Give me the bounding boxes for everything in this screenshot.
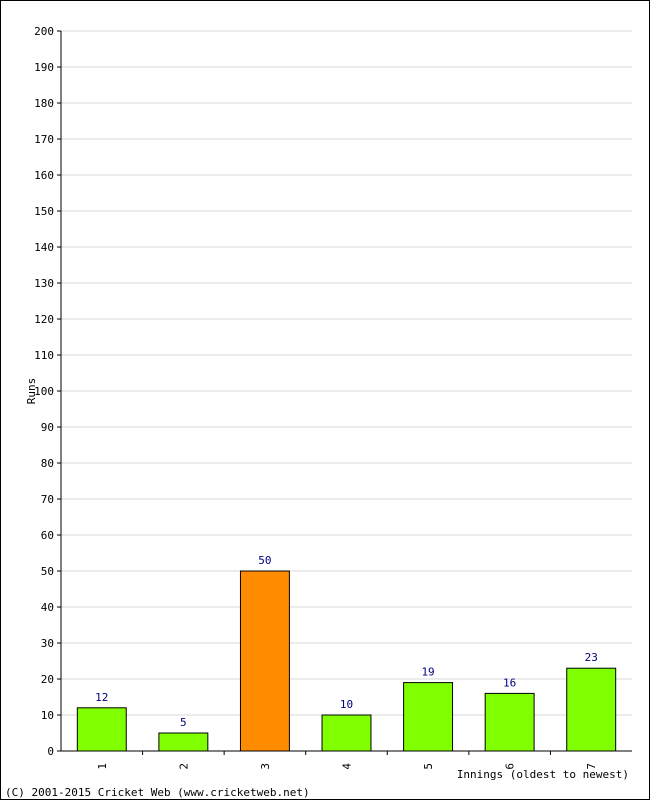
y-tick-label: 100 [34,385,54,398]
y-tick-label: 20 [41,673,54,686]
y-tick-label: 190 [34,61,54,74]
data-label: 16 [503,676,516,689]
y-tick-label: 80 [41,457,54,470]
y-tick-label: 40 [41,601,54,614]
x-tick-label: 2 [177,763,190,770]
bar [566,667,617,752]
y-tick-label: 160 [34,169,54,182]
y-tick-label: 60 [41,529,54,542]
copyright-footer: (C) 2001-2015 Cricket Web (www.cricketwe… [5,786,310,799]
y-tick-label: 30 [41,637,54,650]
x-tick-label: 3 [259,763,272,770]
y-tick-label: 90 [41,421,54,434]
data-label: 10 [340,698,353,711]
y-tick-label: 110 [34,349,54,362]
data-labels: 12 5 50 10 19 16 23 [95,554,598,729]
x-tick-label: 5 [422,763,435,770]
y-tick-label: 150 [34,205,54,218]
y-tick-label: 140 [34,241,54,254]
bar [158,732,209,752]
y-tick-label: 200 [34,25,54,38]
y-axis-title: Runs [25,378,38,405]
y-tick-label: 10 [41,709,54,722]
bar [239,570,290,752]
y-tick-label: 180 [34,97,54,110]
x-tick-label: 6 [504,763,517,770]
y-tick-labels: 0 10 20 30 40 50 60 70 80 90 100 110 120 130 140 150 160… [34,25,54,758]
grid-lines [61,30,632,716]
bar [76,707,127,752]
bars [76,570,617,752]
y-tick-label: 70 [41,493,54,506]
bar [403,682,454,752]
data-label: 5 [180,716,187,729]
data-label: 12 [95,691,108,704]
x-tick-label: 4 [341,763,354,770]
y-tick-label: 170 [34,133,54,146]
bar [484,692,535,752]
y-tick-label: 130 [34,277,54,290]
x-axis-title: Innings (oldest to newest) [457,768,629,781]
bar [321,714,372,752]
data-label: 50 [258,554,271,567]
data-label: 23 [585,651,598,664]
data-label: 19 [421,666,434,679]
y-tick-label: 120 [34,313,54,326]
x-tick-label: 7 [585,763,598,770]
x-tick-labels: 1 2 3 4 5 6 7 [96,763,598,770]
y-tick-label: 0 [47,745,54,758]
axes [57,30,632,755]
y-tick-label: 50 [41,565,54,578]
x-tick-label: 1 [96,763,109,770]
